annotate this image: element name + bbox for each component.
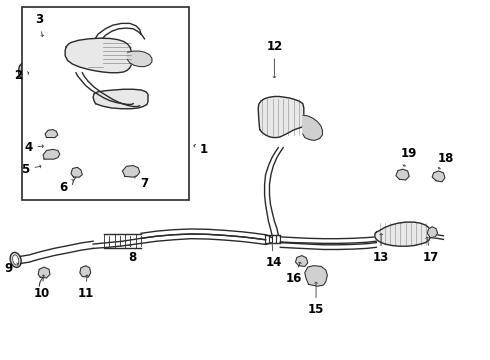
Polygon shape [375, 222, 430, 246]
Polygon shape [427, 227, 438, 238]
Polygon shape [71, 167, 82, 177]
Text: 15: 15 [308, 282, 324, 316]
Ellipse shape [19, 63, 32, 81]
Text: 9: 9 [5, 262, 18, 275]
Polygon shape [303, 115, 322, 140]
Text: 16: 16 [286, 262, 302, 285]
Polygon shape [127, 51, 152, 67]
Text: 19: 19 [401, 147, 417, 166]
Polygon shape [65, 38, 131, 73]
Text: 5: 5 [22, 163, 41, 176]
Ellipse shape [13, 255, 19, 265]
Ellipse shape [27, 48, 32, 57]
Polygon shape [258, 96, 304, 138]
Polygon shape [122, 166, 140, 177]
Text: 12: 12 [266, 40, 283, 78]
Polygon shape [80, 266, 91, 277]
Text: 6: 6 [60, 180, 74, 194]
Text: 8: 8 [128, 244, 136, 264]
Polygon shape [93, 89, 148, 109]
Polygon shape [305, 266, 327, 286]
Text: 17: 17 [423, 237, 440, 264]
Polygon shape [38, 267, 50, 278]
Bar [22, 7, 189, 200]
Text: 4: 4 [24, 141, 43, 154]
Text: 18: 18 [438, 152, 454, 169]
Text: 3: 3 [35, 13, 44, 36]
Ellipse shape [22, 66, 29, 78]
Polygon shape [45, 130, 58, 138]
Text: 1: 1 [194, 143, 207, 156]
Text: 14: 14 [265, 243, 282, 269]
Text: 2: 2 [15, 69, 28, 82]
Ellipse shape [10, 252, 21, 267]
Text: 11: 11 [77, 275, 94, 300]
Polygon shape [396, 169, 409, 180]
Text: 10: 10 [33, 275, 50, 300]
Polygon shape [432, 171, 445, 182]
Text: 7: 7 [135, 176, 148, 190]
Ellipse shape [24, 45, 34, 59]
Polygon shape [43, 149, 60, 159]
Text: 13: 13 [373, 234, 390, 264]
Polygon shape [295, 256, 308, 266]
